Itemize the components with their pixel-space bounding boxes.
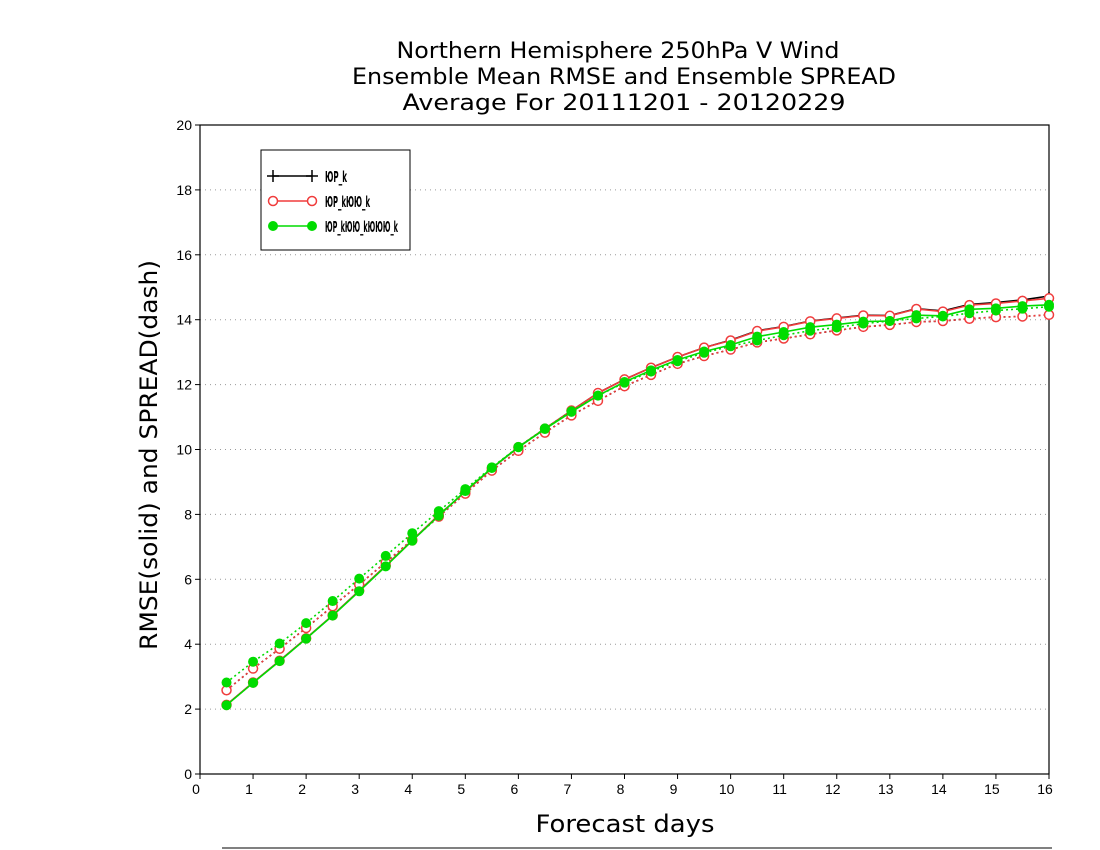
legend-label-1: ЮP_kЮЮ_k bbox=[325, 193, 370, 211]
series-2-spread-point-11 bbox=[513, 441, 524, 452]
series-2-spread-point-15 bbox=[619, 377, 630, 388]
x-tick-label-12: 12 bbox=[825, 781, 841, 797]
series-2-rmse-point-5 bbox=[354, 586, 365, 597]
legend-entry-0: ЮP_k bbox=[267, 168, 347, 186]
y-tick-label-12: 12 bbox=[176, 377, 192, 393]
legend-label-0: ЮP_k bbox=[325, 168, 347, 186]
series-2-spread-point-22 bbox=[805, 325, 816, 336]
series-2-spread-point-8 bbox=[433, 506, 444, 517]
series-2-rmse-point-6 bbox=[380, 561, 391, 572]
legend-marker-end-2 bbox=[307, 221, 317, 231]
x-tick-label-4: 4 bbox=[404, 781, 412, 797]
x-tick-label-16: 16 bbox=[1037, 781, 1053, 797]
series-2-spread-point-21 bbox=[778, 330, 789, 341]
x-tick-label-14: 14 bbox=[931, 781, 947, 797]
y-tick-label-18: 18 bbox=[176, 182, 192, 198]
x-tick-label-13: 13 bbox=[878, 781, 894, 797]
x-tick-label-2: 2 bbox=[298, 781, 306, 797]
x-tick-label-11: 11 bbox=[772, 781, 787, 797]
y-tick-label-6: 6 bbox=[184, 571, 192, 587]
legend-label-2: ЮP_kЮЮ_kЮЮЮ_k bbox=[325, 218, 398, 236]
y-tick-label-14: 14 bbox=[176, 312, 192, 328]
y-tick-label-16: 16 bbox=[176, 247, 192, 263]
series-2-spread-point-10 bbox=[486, 462, 497, 473]
y-axis-label: RMSE(solid) and SPREAD(dash) bbox=[135, 260, 163, 650]
series-2-rmse-point-3 bbox=[301, 633, 312, 644]
series-2-rmse-point-0 bbox=[221, 700, 232, 711]
series-2-spread-point-7 bbox=[407, 528, 418, 539]
series-2-spread-point-19 bbox=[725, 341, 736, 352]
series-2-spread-point-25 bbox=[884, 315, 895, 326]
series-2-spread-point-27 bbox=[937, 311, 948, 322]
series-2-spread-point-16 bbox=[646, 366, 657, 377]
series-2-spread-point-17 bbox=[672, 356, 683, 367]
x-tick-label-6: 6 bbox=[510, 781, 518, 797]
series-2-rmse-point-1 bbox=[248, 677, 259, 688]
series-2-spread-point-12 bbox=[539, 423, 550, 434]
title-line-1: Northern Hemisphere 250hPa V Wind bbox=[397, 39, 840, 64]
legend-box bbox=[260, 149, 411, 251]
chart-title: Northern Hemisphere 250hPa V Wind Ensemb… bbox=[352, 39, 896, 116]
series-2-spread-point-1 bbox=[248, 656, 259, 667]
title-line-2: Ensemble Mean RMSE and Ensemble SPREAD bbox=[352, 65, 896, 90]
y-tick-label-4: 4 bbox=[184, 636, 192, 652]
x-tick-label-7: 7 bbox=[564, 781, 572, 797]
series-2-spread-point-31 bbox=[1044, 301, 1054, 312]
series-2-spread-point-0 bbox=[221, 677, 232, 688]
x-tick-label-10: 10 bbox=[719, 781, 735, 797]
x-tick-label-1: 1 bbox=[245, 781, 253, 797]
y-tick-label-0: 0 bbox=[184, 766, 192, 782]
series-2-spread-point-24 bbox=[858, 318, 869, 329]
y-tick-label-2: 2 bbox=[184, 701, 192, 717]
x-tick-label-5: 5 bbox=[457, 781, 465, 797]
series-2 bbox=[221, 299, 1054, 711]
series-2-spread-point-30 bbox=[1017, 303, 1028, 314]
legend-marker-start-2 bbox=[268, 221, 278, 231]
series-2-spread-point-20 bbox=[752, 335, 763, 346]
series-2-spread-point-14 bbox=[592, 390, 603, 401]
series-2-spread-point-26 bbox=[911, 313, 922, 324]
title-line-3: Average For 20111201 - 20120229 bbox=[403, 91, 846, 116]
series-2-spread-point-18 bbox=[699, 347, 710, 358]
series-2-spread-point-29 bbox=[990, 305, 1001, 316]
plot-series bbox=[221, 292, 1055, 711]
series-2-spread-point-6 bbox=[380, 550, 391, 561]
legend-marker-end-1 bbox=[306, 195, 318, 207]
legend-marker-start-0 bbox=[267, 170, 279, 182]
x-tick-label-15: 15 bbox=[984, 781, 1000, 797]
x-tick-label-9: 9 bbox=[670, 781, 678, 797]
x-tick-label-0: 0 bbox=[192, 781, 200, 797]
series-2-rmse-point-4 bbox=[327, 610, 338, 621]
legend-marker-end-0 bbox=[306, 170, 318, 182]
series-2-spread-point-3 bbox=[301, 618, 312, 629]
series-2-spread-point-13 bbox=[566, 406, 577, 417]
series-2-spread-point-28 bbox=[964, 308, 975, 319]
series-2-spread-point-4 bbox=[327, 596, 338, 607]
x-tick-label-3: 3 bbox=[351, 781, 359, 797]
y-tick-label-10: 10 bbox=[176, 442, 192, 458]
series-2-rmse-point-2 bbox=[274, 656, 285, 667]
series-2-spread-point-9 bbox=[460, 484, 471, 495]
y-tick-label-20: 20 bbox=[176, 117, 192, 133]
x-tick-label-8: 8 bbox=[617, 781, 625, 797]
series-2-spread-point-2 bbox=[274, 638, 285, 649]
legend-marker-start-1 bbox=[267, 195, 279, 207]
x-axis-label: Forecast days bbox=[536, 810, 715, 838]
legend: ЮP_k ЮP_kЮЮ_k ЮP_kЮЮ_kЮЮЮ_k bbox=[260, 149, 411, 251]
y-tick-label-8: 8 bbox=[184, 506, 192, 522]
series-2-spread-point-5 bbox=[354, 573, 365, 584]
legend-entry-1: ЮP_kЮЮ_k bbox=[267, 193, 370, 211]
legend-entry-2: ЮP_kЮЮ_kЮЮЮ_k bbox=[268, 218, 398, 236]
series-2-spread-point-23 bbox=[831, 322, 842, 333]
